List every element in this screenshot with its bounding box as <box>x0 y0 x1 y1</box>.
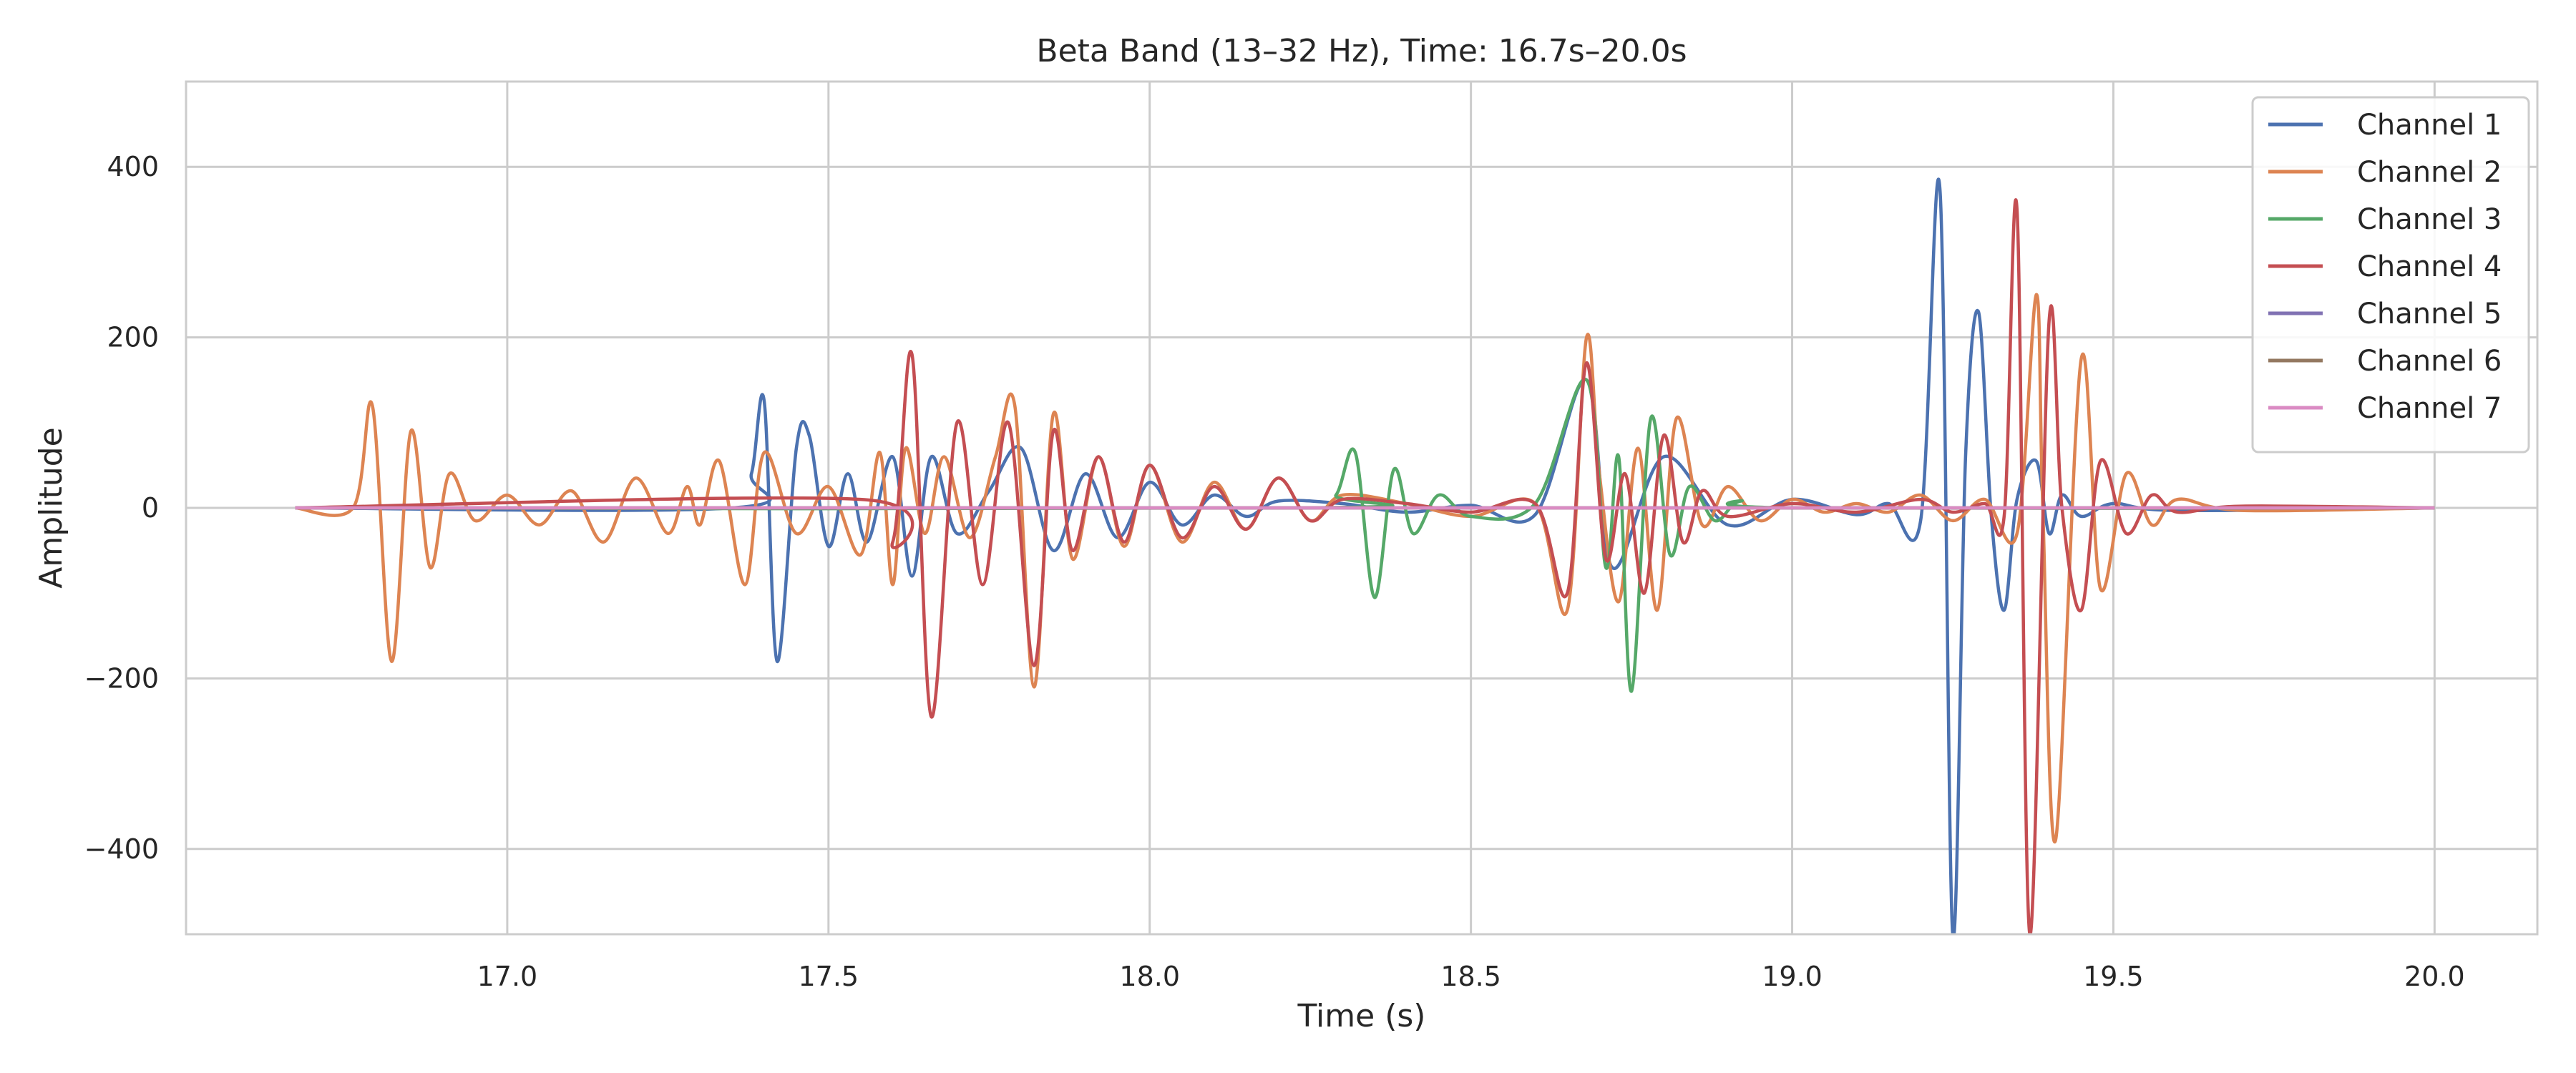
x-tick-label: 18.5 <box>1440 961 1501 992</box>
y-axis-label: Amplitude <box>33 427 69 588</box>
legend-label: Channel 6 <box>2357 345 2502 378</box>
x-tick-label: 18.0 <box>1119 961 1180 992</box>
legend-label: Channel 2 <box>2357 156 2502 189</box>
x-axis: 17.0 17.5 18.0 18.5 19.0 19.5 20.0 <box>477 961 2465 992</box>
x-tick-label: 17.5 <box>799 961 859 992</box>
y-tick-label: −200 <box>84 662 159 694</box>
x-tick-label: 20.0 <box>2404 961 2465 992</box>
legend-label: Channel 7 <box>2357 392 2502 425</box>
series-line-channel-4 <box>295 198 2435 934</box>
series-line-channel-2 <box>295 293 2435 844</box>
chart-title: Beta Band (13–32 Hz), Time: 16.7s–20.0s <box>1036 33 1687 69</box>
legend-label: Channel 5 <box>2357 298 2502 330</box>
y-tick-label: 400 <box>107 151 159 182</box>
x-tick-label: 19.5 <box>2083 961 2144 992</box>
y-tick-label: 0 <box>142 492 159 524</box>
legend: Channel 1 Channel 2 Channel 3 Channel 4 Chan… <box>2251 96 2530 454</box>
plot-frame <box>185 80 2539 936</box>
y-tick-label: 200 <box>107 322 159 353</box>
y-axis: −400 −200 0 200 400 <box>84 151 159 865</box>
y-tick-label: −400 <box>84 833 159 865</box>
legend-box <box>2251 96 2530 454</box>
legend-label: Channel 1 <box>2357 109 2502 142</box>
x-tick-label: 19.0 <box>1762 961 1823 992</box>
legend-label: Channel 4 <box>2357 250 2502 283</box>
x-axis-label: Time (s) <box>1297 998 1426 1034</box>
plot-area <box>295 177 2435 934</box>
legend-label: Channel 3 <box>2357 203 2502 236</box>
x-tick-label: 17.0 <box>477 961 538 992</box>
